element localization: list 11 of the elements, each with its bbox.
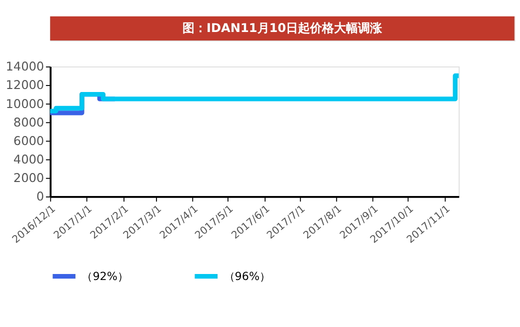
y-tick-label: 4000 [13, 152, 44, 166]
y-tick-label: 0 [36, 190, 44, 204]
y-tick-label: 8000 [13, 115, 44, 130]
y-tick-label: 12000 [6, 78, 44, 92]
y-tick-label: 14000 [6, 60, 44, 74]
legend-label: （96%） [224, 270, 271, 284]
y-tick-label: 6000 [13, 134, 44, 148]
chart-title: 图：IDAN11月10日起价格大幅调涨 [182, 21, 384, 36]
y-tick-label: 2000 [13, 171, 44, 186]
y-tick-label: 10000 [6, 96, 44, 111]
legend-label: （92%） [82, 270, 128, 284]
